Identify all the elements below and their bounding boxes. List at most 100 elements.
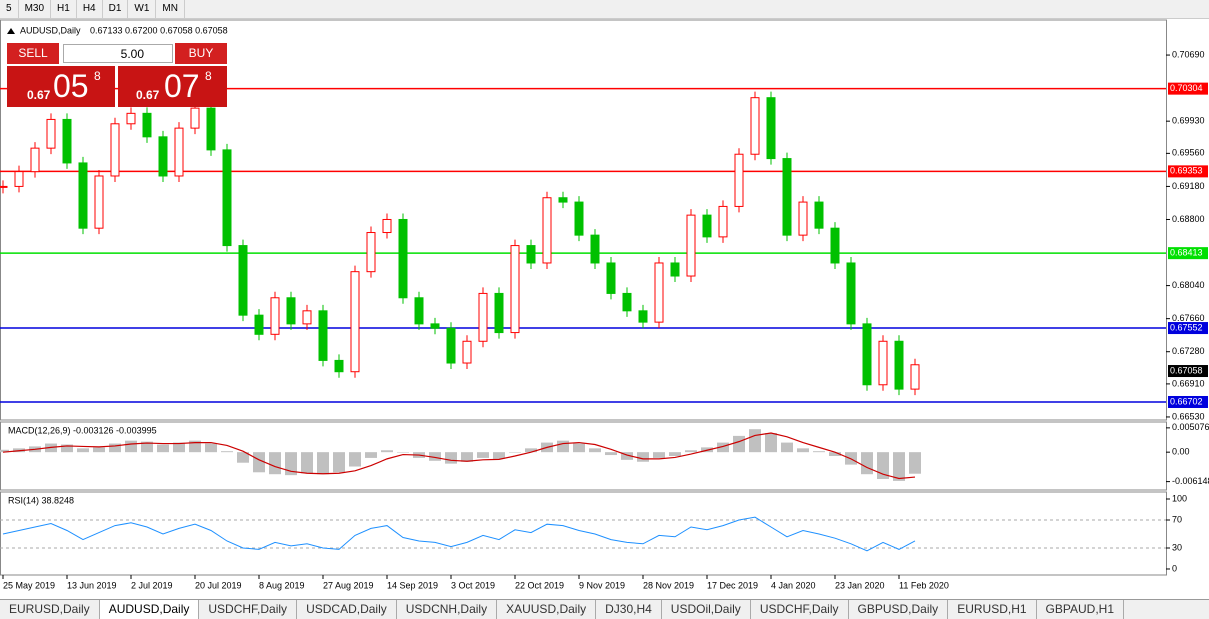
chart-tab[interactable]: GBPAUD,H1 — [1037, 600, 1125, 619]
candle — [270, 297, 280, 335]
candle — [318, 310, 328, 361]
timeframe-button[interactable]: MN — [156, 0, 185, 18]
chart-tab[interactable]: USDCHF,Daily — [199, 600, 298, 619]
candle — [494, 292, 504, 334]
macd-signal — [2, 432, 916, 480]
x-tick-label: 25 May 2019 — [3, 580, 55, 590]
candle — [574, 201, 584, 236]
macd-bar — [829, 452, 841, 456]
timeframe-button[interactable]: H1 — [51, 0, 77, 18]
x-tick-label: 8 Aug 2019 — [259, 580, 305, 590]
chart-tab[interactable]: DJ30,H4 — [596, 600, 662, 619]
buy-button[interactable]: BUY — [175, 43, 227, 64]
panel-frame — [0, 19, 1167, 421]
buy-price[interactable]: 0.67 07 8 — [118, 66, 227, 107]
indicator-title: MACD(12,26,9) -0.003126 -0.003995 — [8, 425, 157, 435]
price-label: 0.69353 — [1170, 166, 1203, 176]
y-tick-label: 70 — [1172, 514, 1182, 524]
price-label-box — [1168, 322, 1208, 335]
macd-bar — [317, 452, 329, 475]
price-label-box — [1168, 365, 1208, 378]
chart-tab[interactable]: USDCNH,Daily — [397, 600, 498, 619]
macd-bar — [717, 442, 729, 453]
macd-bar — [877, 452, 889, 479]
macd-bar — [621, 452, 633, 460]
macd-bar — [189, 440, 201, 453]
sell-price[interactable]: 0.67 05 8 — [7, 66, 115, 107]
timeframe-button[interactable]: M30 — [19, 0, 52, 18]
candle — [446, 327, 456, 364]
lot-input[interactable]: 5.00 — [63, 44, 173, 63]
ohlc-values: 0.67133 0.67200 0.67058 0.67058 — [90, 25, 228, 35]
panel-frame — [0, 421, 1167, 491]
chart-tab[interactable]: XAUUSD,Daily — [497, 600, 597, 619]
chart-tab[interactable]: EURUSD,H1 — [948, 600, 1037, 619]
chart-tab[interactable]: USDCHF,Daily — [751, 600, 849, 619]
macd-bar — [93, 447, 105, 453]
chart-tab[interactable]: EURUSD,Daily — [0, 600, 100, 619]
timeframe-button[interactable]: D1 — [103, 0, 129, 18]
macd-bar — [205, 443, 217, 453]
macd-bar — [813, 451, 825, 453]
candle — [878, 340, 888, 386]
candle — [398, 218, 408, 299]
macd-bar — [653, 452, 665, 458]
candle — [670, 262, 680, 277]
sell-button[interactable]: SELL — [7, 43, 59, 64]
x-tick-label: 22 Oct 2019 — [515, 580, 564, 590]
candle — [254, 314, 264, 335]
candle — [814, 201, 824, 229]
macd-bar — [77, 448, 89, 453]
macd-bar — [333, 452, 345, 473]
timeframe-button[interactable]: 5 — [0, 0, 19, 18]
macd-bar — [893, 452, 905, 481]
candle — [62, 118, 72, 164]
y-tick-label: 0 — [1172, 563, 1177, 573]
candle — [238, 245, 248, 316]
chart-tab[interactable]: GBPUSD,Daily — [849, 600, 949, 619]
macd-bar — [765, 433, 777, 453]
timeframe-button[interactable]: W1 — [128, 0, 157, 18]
header-arrow — [7, 28, 15, 34]
x-tick-label: 14 Sep 2019 — [387, 580, 438, 590]
current-price-label: 0.67058 — [1170, 365, 1203, 375]
timeframe-button[interactable]: H4 — [77, 0, 103, 18]
chart-tabs: EURUSD,Daily AUDUSD,Daily USDCHF,Daily USDC… — [0, 599, 1209, 619]
macd-bar — [221, 451, 233, 453]
candle — [750, 97, 760, 155]
macd-bar — [269, 452, 281, 475]
chart-tab[interactable]: USDOil,Daily — [662, 600, 751, 619]
candle — [702, 214, 712, 238]
chart-tab[interactable]: USDCAD,Daily — [297, 600, 397, 619]
candle — [366, 232, 376, 273]
macd-bar — [173, 442, 185, 453]
candle — [222, 149, 232, 247]
price-label-box — [1168, 82, 1208, 95]
candle — [718, 205, 728, 238]
macd-bar — [589, 448, 601, 453]
y-tick-label: 0.68800 — [1172, 214, 1205, 224]
candle — [606, 262, 616, 294]
y-tick-label: 0.68040 — [1172, 280, 1205, 290]
candle — [110, 123, 120, 177]
price-pips: 05 — [53, 68, 89, 104]
macd-bar — [749, 429, 761, 453]
macd-bar — [285, 452, 297, 476]
x-tick-label: 20 Jul 2019 — [195, 580, 242, 590]
candle — [910, 364, 920, 390]
price-prefix: 0.67 — [136, 88, 160, 102]
candle — [798, 201, 808, 236]
macd-bar — [365, 452, 377, 458]
candle — [14, 171, 24, 187]
macd-bar — [429, 452, 441, 461]
candle — [174, 127, 184, 177]
macd-bar — [109, 443, 121, 453]
price-label: 0.70304 — [1170, 83, 1203, 93]
candle — [542, 197, 552, 264]
candle — [350, 271, 360, 373]
candle — [478, 292, 488, 342]
macd-bar — [637, 452, 649, 462]
chart-tab[interactable]: AUDUSD,Daily — [99, 600, 200, 619]
y-tick-label: 0.70690 — [1172, 49, 1205, 59]
chart: AUDUSD,Daily 0.67133 0.67200 0.67058 0.67… — [0, 19, 1209, 590]
